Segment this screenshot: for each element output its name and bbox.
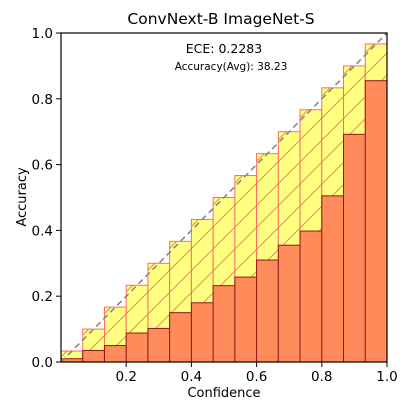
ece-annotation: ECE: 0.2283 <box>186 41 262 56</box>
x-tick-label: 1.0 <box>376 369 397 385</box>
accuracy-annotation: Accuracy(Avg): 38.23 <box>175 61 288 73</box>
bars-group <box>60 43 388 363</box>
accuracy-bar <box>103 345 127 363</box>
accuracy-bar <box>277 244 301 363</box>
x-axis-label: Confidence <box>187 386 260 401</box>
accuracy-bar <box>234 276 258 363</box>
y-axis-label: Accuracy <box>15 167 30 227</box>
accuracy-bar <box>169 312 192 363</box>
accuracy-bar <box>321 195 345 363</box>
accuracy-bar <box>212 285 236 363</box>
x-tick-label: 0.8 <box>311 369 332 385</box>
accuracy-bar <box>256 259 279 363</box>
accuracy-bar <box>147 327 171 363</box>
y-tick-label: 0.0 <box>32 355 53 371</box>
x-tick-label: 0.2 <box>115 369 136 385</box>
x-tick-label: 0.4 <box>181 369 202 385</box>
y-tick-label: 0.6 <box>32 158 53 174</box>
accuracy-bar <box>125 332 149 363</box>
accuracy-bar <box>82 349 105 363</box>
perfect-calibration-line <box>60 32 388 363</box>
y-tick-label: 1.0 <box>32 26 53 42</box>
x-tick-label: 0.6 <box>246 369 267 385</box>
accuracy-bar <box>343 133 366 363</box>
accuracy-bar <box>364 80 388 363</box>
y-tick-label: 0.2 <box>32 289 53 305</box>
plot-frame <box>60 32 388 363</box>
accuracy-bar <box>190 302 214 363</box>
accuracy-bar <box>299 230 323 363</box>
y-tick-label: 0.4 <box>32 223 53 239</box>
chart-title: ConvNext-B ImageNet-S <box>127 10 314 28</box>
ticks-group: 0.2 0.4 0.6 0.8 1.0 0.0 0.2 0.4 0.6 0.8 1.0 <box>32 26 398 385</box>
y-tick-label: 0.8 <box>32 92 53 108</box>
